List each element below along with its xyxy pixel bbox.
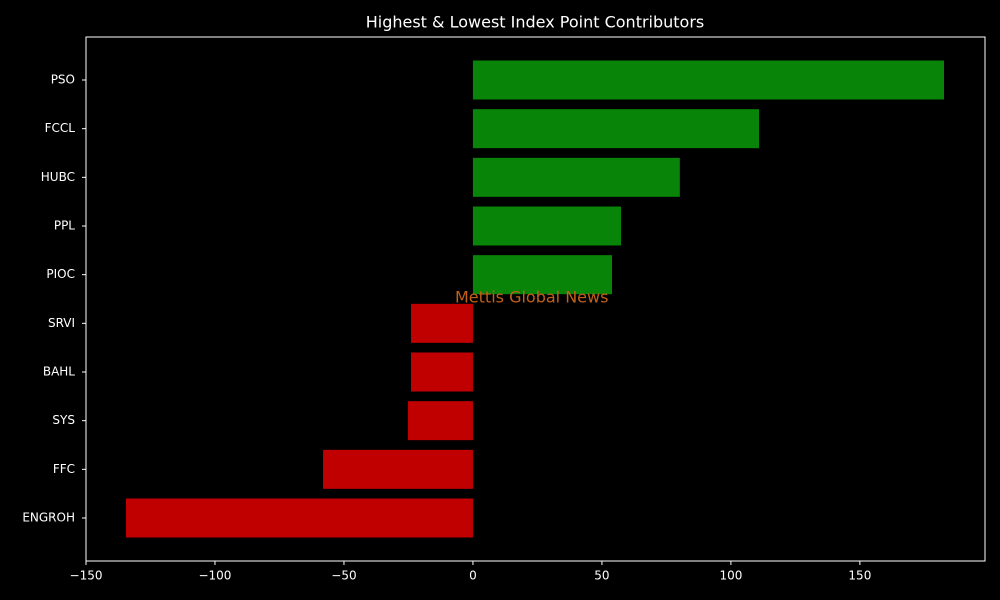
y-tick-label: SRVI <box>48 316 75 330</box>
y-tick-label: PPL <box>54 219 75 233</box>
bar <box>472 60 944 100</box>
x-tick-label: 0 <box>469 569 477 583</box>
bar <box>472 255 612 295</box>
chart-title: Highest & Lowest Index Point Contributor… <box>366 13 705 32</box>
x-tick-label: −50 <box>331 569 356 583</box>
watermark: Mettis Global News <box>455 288 608 307</box>
y-tick-label: SYS <box>52 413 75 427</box>
bar <box>411 303 473 343</box>
plot-frame <box>85 36 986 562</box>
bar <box>407 401 473 441</box>
y-tick-label: FCCL <box>45 121 76 135</box>
x-tick-label: 100 <box>719 569 742 583</box>
x-tick-label: 50 <box>594 569 609 583</box>
y-tick-label: PSO <box>51 73 75 87</box>
x-tick-label: 150 <box>848 569 871 583</box>
y-tick-label: FFC <box>53 462 75 476</box>
bar <box>472 109 760 149</box>
bar <box>411 352 473 392</box>
x-tick-label: −100 <box>198 569 231 583</box>
y-tick-label: BAHL <box>43 365 75 379</box>
y-tick-label: HUBC <box>41 170 75 184</box>
bar <box>125 498 473 538</box>
y-tick-label: PIOC <box>46 267 75 281</box>
y-tick-label: ENGROH <box>22 511 75 525</box>
bar <box>323 449 473 489</box>
bar <box>472 206 622 246</box>
x-tick-label: −150 <box>70 569 103 583</box>
bar <box>472 157 680 197</box>
